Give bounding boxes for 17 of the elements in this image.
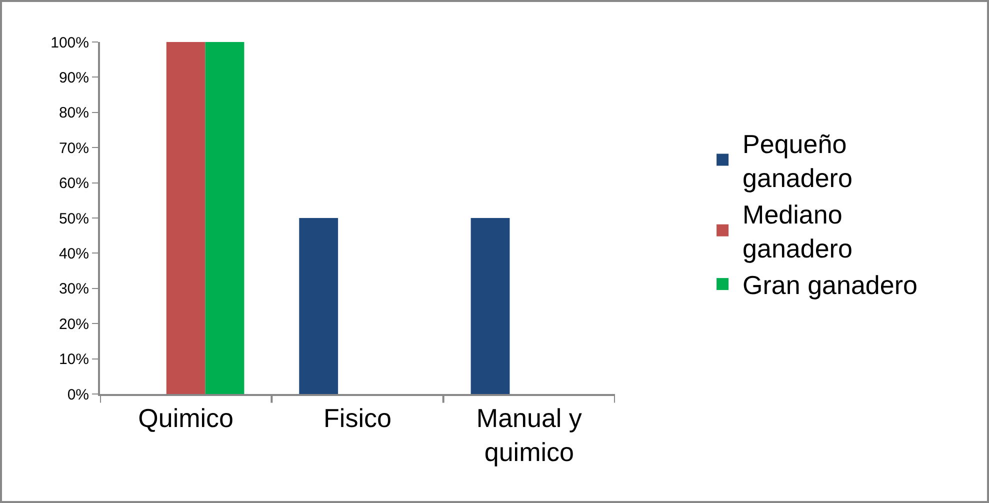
y-tick-label: 90% [58, 69, 89, 86]
y-tick-label: 30% [58, 280, 89, 298]
y-tick-label: 60% [58, 175, 89, 192]
y-tick-label: 70% [58, 140, 89, 157]
legend-label: Gran ganadero [742, 270, 918, 300]
x-tick-label: Quimico [138, 403, 234, 434]
y-tick-label: 50% [58, 210, 89, 228]
y-tick-label: 0% [67, 386, 89, 404]
y-tick-label: 10% [58, 351, 89, 368]
y-tick-label: 80% [58, 104, 89, 122]
legend-label: Pequeño ganadero [742, 128, 852, 193]
x-tick-label: Manual y quimico [476, 403, 582, 467]
legend-label: Mediano ganadero [742, 200, 852, 264]
x-tick-label: Fisico [324, 403, 392, 434]
y-tick-label: 100% [50, 34, 89, 52]
y-tick-label: 40% [58, 245, 89, 262]
y-tick-label: 20% [58, 316, 89, 333]
